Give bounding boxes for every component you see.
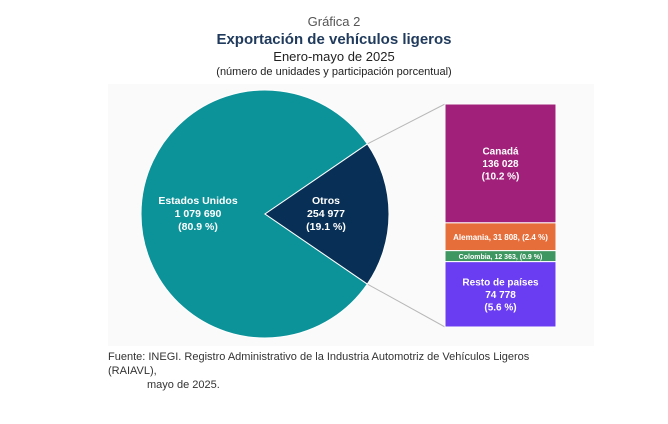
- chart-subtitle: Enero-mayo de 2025: [273, 49, 395, 64]
- chart-units-note: (número de unidades y participación porc…: [216, 66, 452, 78]
- bar-label-canada-share: (10.2 %): [482, 171, 520, 182]
- pie-slice-estados-unidos: [140, 89, 369, 339]
- stacked-bar: [444, 103, 557, 328]
- chart-kicker: Gráfica 2: [307, 14, 361, 29]
- bar-label-canada-value: 136 028: [482, 159, 519, 170]
- pie-label-estados-unidos-share: (80.9 %): [178, 221, 218, 233]
- pie-label-otros-value: 254 977: [307, 208, 345, 220]
- pie-label-otros-name: Otros: [312, 195, 340, 207]
- bar-segment-resto-de-paises: [444, 261, 557, 328]
- connector-lines: [367, 103, 446, 328]
- chart-title: Exportación de vehículos ligeros: [216, 31, 452, 48]
- pie: [140, 89, 390, 339]
- pie-label-estados-unidos-value: 1 079 690: [175, 208, 222, 220]
- chart-header: Gráfica 2 Exportación de vehículos liger…: [0, 14, 668, 79]
- connector-line-bottom: [367, 283, 446, 328]
- bar-label-canada-name: Canadá: [482, 146, 519, 157]
- bar-segment-canada: [444, 103, 557, 224]
- source-note: Fuente: INEGI. Registro Administrativo d…: [108, 350, 578, 392]
- bar-label-resto-de-paises-name: Resto de países: [462, 277, 539, 288]
- bar-label-alemania: Alemania, 31 808, (2.4 %): [453, 233, 548, 242]
- pie-slice-otros: [264, 143, 390, 285]
- connector-line-top: [367, 103, 446, 145]
- source-line-2: mayo de 2025.: [147, 379, 220, 391]
- bar-label-resto-de-paises-value: 74 778: [485, 290, 516, 301]
- pie-label-estados-unidos-name: Estados Unidos: [158, 195, 238, 207]
- pie-label-otros-share: (19.1 %): [306, 221, 346, 233]
- bar-label-colombia: Colombia, 12 363, (0.9 %): [459, 254, 543, 261]
- source-line-1: Fuente: INEGI. Registro Administrativo d…: [108, 351, 530, 377]
- bar-label-resto-de-paises-share: (5.6 %): [484, 302, 516, 313]
